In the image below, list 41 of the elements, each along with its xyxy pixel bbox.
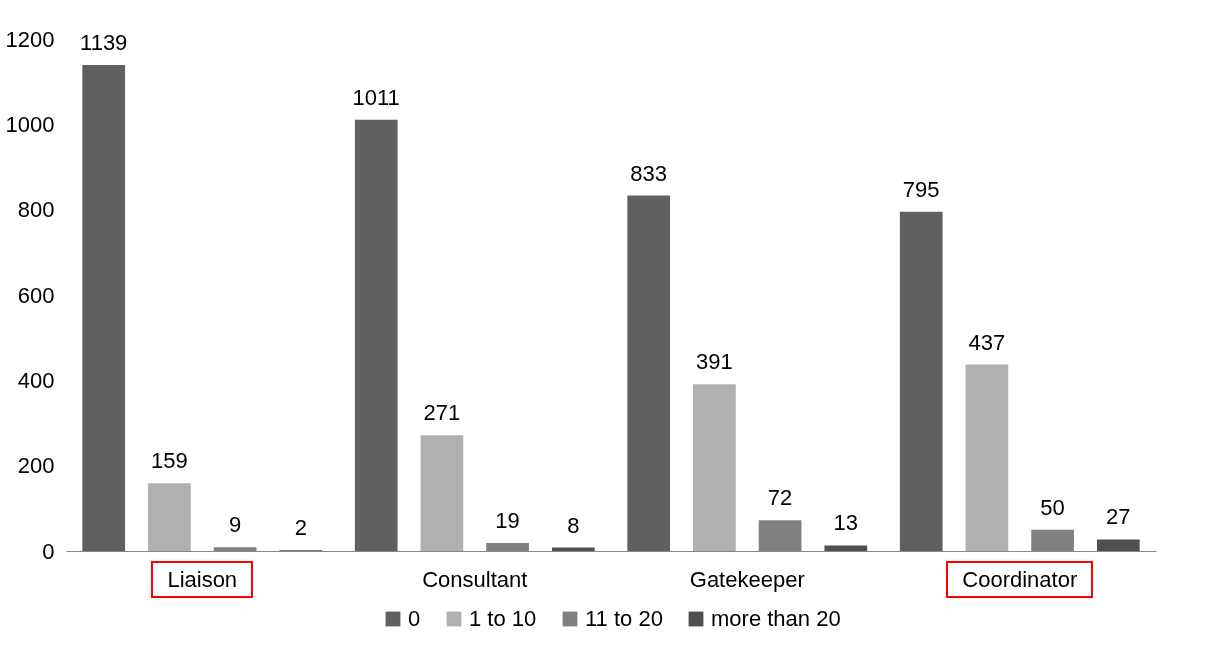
data-label: 72 [767,485,793,511]
data-label: 391 [696,349,733,375]
y-tick-label: 800 [17,197,55,223]
bar [354,119,398,551]
x-tick-label: Coordinator [962,566,1078,592]
bar [1096,539,1140,551]
data-label: 833 [630,160,668,186]
bar [627,195,671,551]
data-label: 8 [567,512,580,538]
bar [420,435,464,551]
bar [148,483,191,551]
y-tick-label: 400 [17,367,55,393]
data-label: 437 [968,329,1006,355]
data-label: 9 [228,512,242,538]
data-label: 13 [833,510,859,536]
bar [824,545,868,551]
data-label: 2 [294,515,307,541]
data-label: 1011 [352,84,400,110]
bar [899,211,943,551]
data-label: 50 [1040,494,1065,520]
bar [693,384,736,551]
y-tick-label: 200 [17,453,55,479]
legend-label: more than 20 [711,606,841,631]
x-tick-label: Consultant [422,566,528,592]
y-tick-label: 0 [42,538,55,564]
y-tick-label: 1000 [5,111,55,137]
legend-label: 11 to 20 [585,606,663,631]
legend-label: 1 to 10 [469,606,537,631]
data-label: 795 [902,176,940,202]
x-tick-label: Gatekeeper [689,566,805,592]
bar [82,65,126,551]
data-label: 19 [495,507,520,533]
data-label: 159 [151,448,188,474]
x-tick-label: Liaison [167,566,238,592]
y-tick-label: 1200 [5,26,55,52]
y-tick-label: 600 [17,282,55,308]
legend-label: 0 [408,606,421,631]
data-label: 27 [1106,504,1131,530]
data-label: 271 [423,400,461,426]
bar [965,364,1009,551]
data-label: 1139 [80,30,128,56]
